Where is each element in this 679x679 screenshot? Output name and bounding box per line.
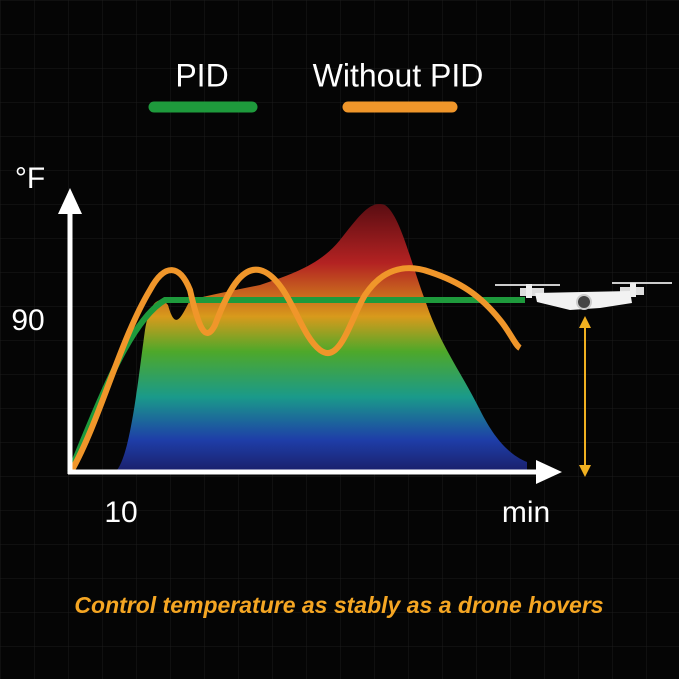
no-pid-line [69, 265, 522, 472]
hover-arrow-head [579, 465, 591, 477]
drone [495, 282, 672, 310]
x-unit: min [502, 496, 550, 529]
hover-arrow-head [579, 316, 591, 328]
legend-label: PID [175, 57, 228, 93]
y-arrow [58, 188, 82, 214]
y-label: 90 [11, 304, 44, 337]
x-arrow [536, 460, 562, 484]
caption: Control temperature as stably as a drone… [74, 592, 603, 618]
y-unit: °F [15, 162, 45, 195]
x-label: 10 [104, 496, 137, 529]
heat-area [115, 204, 527, 472]
legend-label: Without PID [313, 57, 484, 93]
